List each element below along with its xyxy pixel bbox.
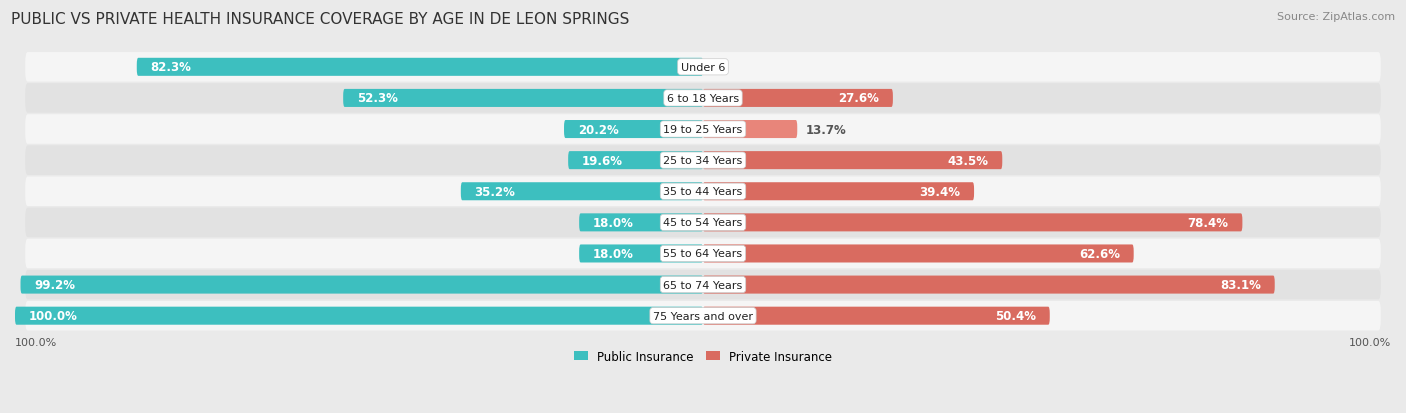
FancyBboxPatch shape xyxy=(25,301,1381,331)
Text: 39.4%: 39.4% xyxy=(920,185,960,198)
Text: 75 Years and over: 75 Years and over xyxy=(652,311,754,321)
Text: 18.0%: 18.0% xyxy=(593,247,634,260)
FancyBboxPatch shape xyxy=(25,146,1381,176)
FancyBboxPatch shape xyxy=(703,183,974,201)
Text: Under 6: Under 6 xyxy=(681,63,725,73)
FancyBboxPatch shape xyxy=(703,276,1275,294)
Text: PUBLIC VS PRIVATE HEALTH INSURANCE COVERAGE BY AGE IN DE LEON SPRINGS: PUBLIC VS PRIVATE HEALTH INSURANCE COVER… xyxy=(11,12,630,27)
Text: 82.3%: 82.3% xyxy=(150,61,191,74)
Text: 99.2%: 99.2% xyxy=(34,278,76,292)
FancyBboxPatch shape xyxy=(25,84,1381,114)
FancyBboxPatch shape xyxy=(15,307,703,325)
Text: 19 to 25 Years: 19 to 25 Years xyxy=(664,125,742,135)
FancyBboxPatch shape xyxy=(579,214,703,232)
Text: 62.6%: 62.6% xyxy=(1078,247,1121,260)
Text: 52.3%: 52.3% xyxy=(357,92,398,105)
FancyBboxPatch shape xyxy=(579,245,703,263)
FancyBboxPatch shape xyxy=(25,208,1381,237)
Text: 20.2%: 20.2% xyxy=(578,123,619,136)
FancyBboxPatch shape xyxy=(25,53,1381,82)
FancyBboxPatch shape xyxy=(461,183,703,201)
FancyBboxPatch shape xyxy=(703,90,893,108)
FancyBboxPatch shape xyxy=(25,239,1381,268)
Text: 100.0%: 100.0% xyxy=(28,309,77,323)
Text: Source: ZipAtlas.com: Source: ZipAtlas.com xyxy=(1277,12,1395,22)
FancyBboxPatch shape xyxy=(25,270,1381,300)
Text: 100.0%: 100.0% xyxy=(15,337,58,347)
FancyBboxPatch shape xyxy=(25,115,1381,145)
FancyBboxPatch shape xyxy=(568,152,703,170)
Text: 100.0%: 100.0% xyxy=(1348,337,1391,347)
Text: 13.7%: 13.7% xyxy=(806,123,846,136)
Text: 78.4%: 78.4% xyxy=(1188,216,1229,229)
FancyBboxPatch shape xyxy=(703,245,1133,263)
Text: 45 to 54 Years: 45 to 54 Years xyxy=(664,218,742,228)
Text: 55 to 64 Years: 55 to 64 Years xyxy=(664,249,742,259)
FancyBboxPatch shape xyxy=(25,177,1381,206)
Text: 19.6%: 19.6% xyxy=(582,154,623,167)
FancyBboxPatch shape xyxy=(564,121,703,139)
Text: 43.5%: 43.5% xyxy=(948,154,988,167)
FancyBboxPatch shape xyxy=(343,90,703,108)
Text: 35.2%: 35.2% xyxy=(475,185,516,198)
Text: 65 to 74 Years: 65 to 74 Years xyxy=(664,280,742,290)
Text: 25 to 34 Years: 25 to 34 Years xyxy=(664,156,742,166)
Text: 50.4%: 50.4% xyxy=(995,309,1036,323)
FancyBboxPatch shape xyxy=(136,59,703,77)
FancyBboxPatch shape xyxy=(21,276,703,294)
Text: 83.1%: 83.1% xyxy=(1220,278,1261,292)
FancyBboxPatch shape xyxy=(703,121,797,139)
FancyBboxPatch shape xyxy=(703,152,1002,170)
Legend: Public Insurance, Private Insurance: Public Insurance, Private Insurance xyxy=(569,345,837,368)
FancyBboxPatch shape xyxy=(703,307,1050,325)
Text: 18.0%: 18.0% xyxy=(593,216,634,229)
Text: 6 to 18 Years: 6 to 18 Years xyxy=(666,94,740,104)
FancyBboxPatch shape xyxy=(703,214,1243,232)
Text: 27.6%: 27.6% xyxy=(838,92,879,105)
Text: 35 to 44 Years: 35 to 44 Years xyxy=(664,187,742,197)
